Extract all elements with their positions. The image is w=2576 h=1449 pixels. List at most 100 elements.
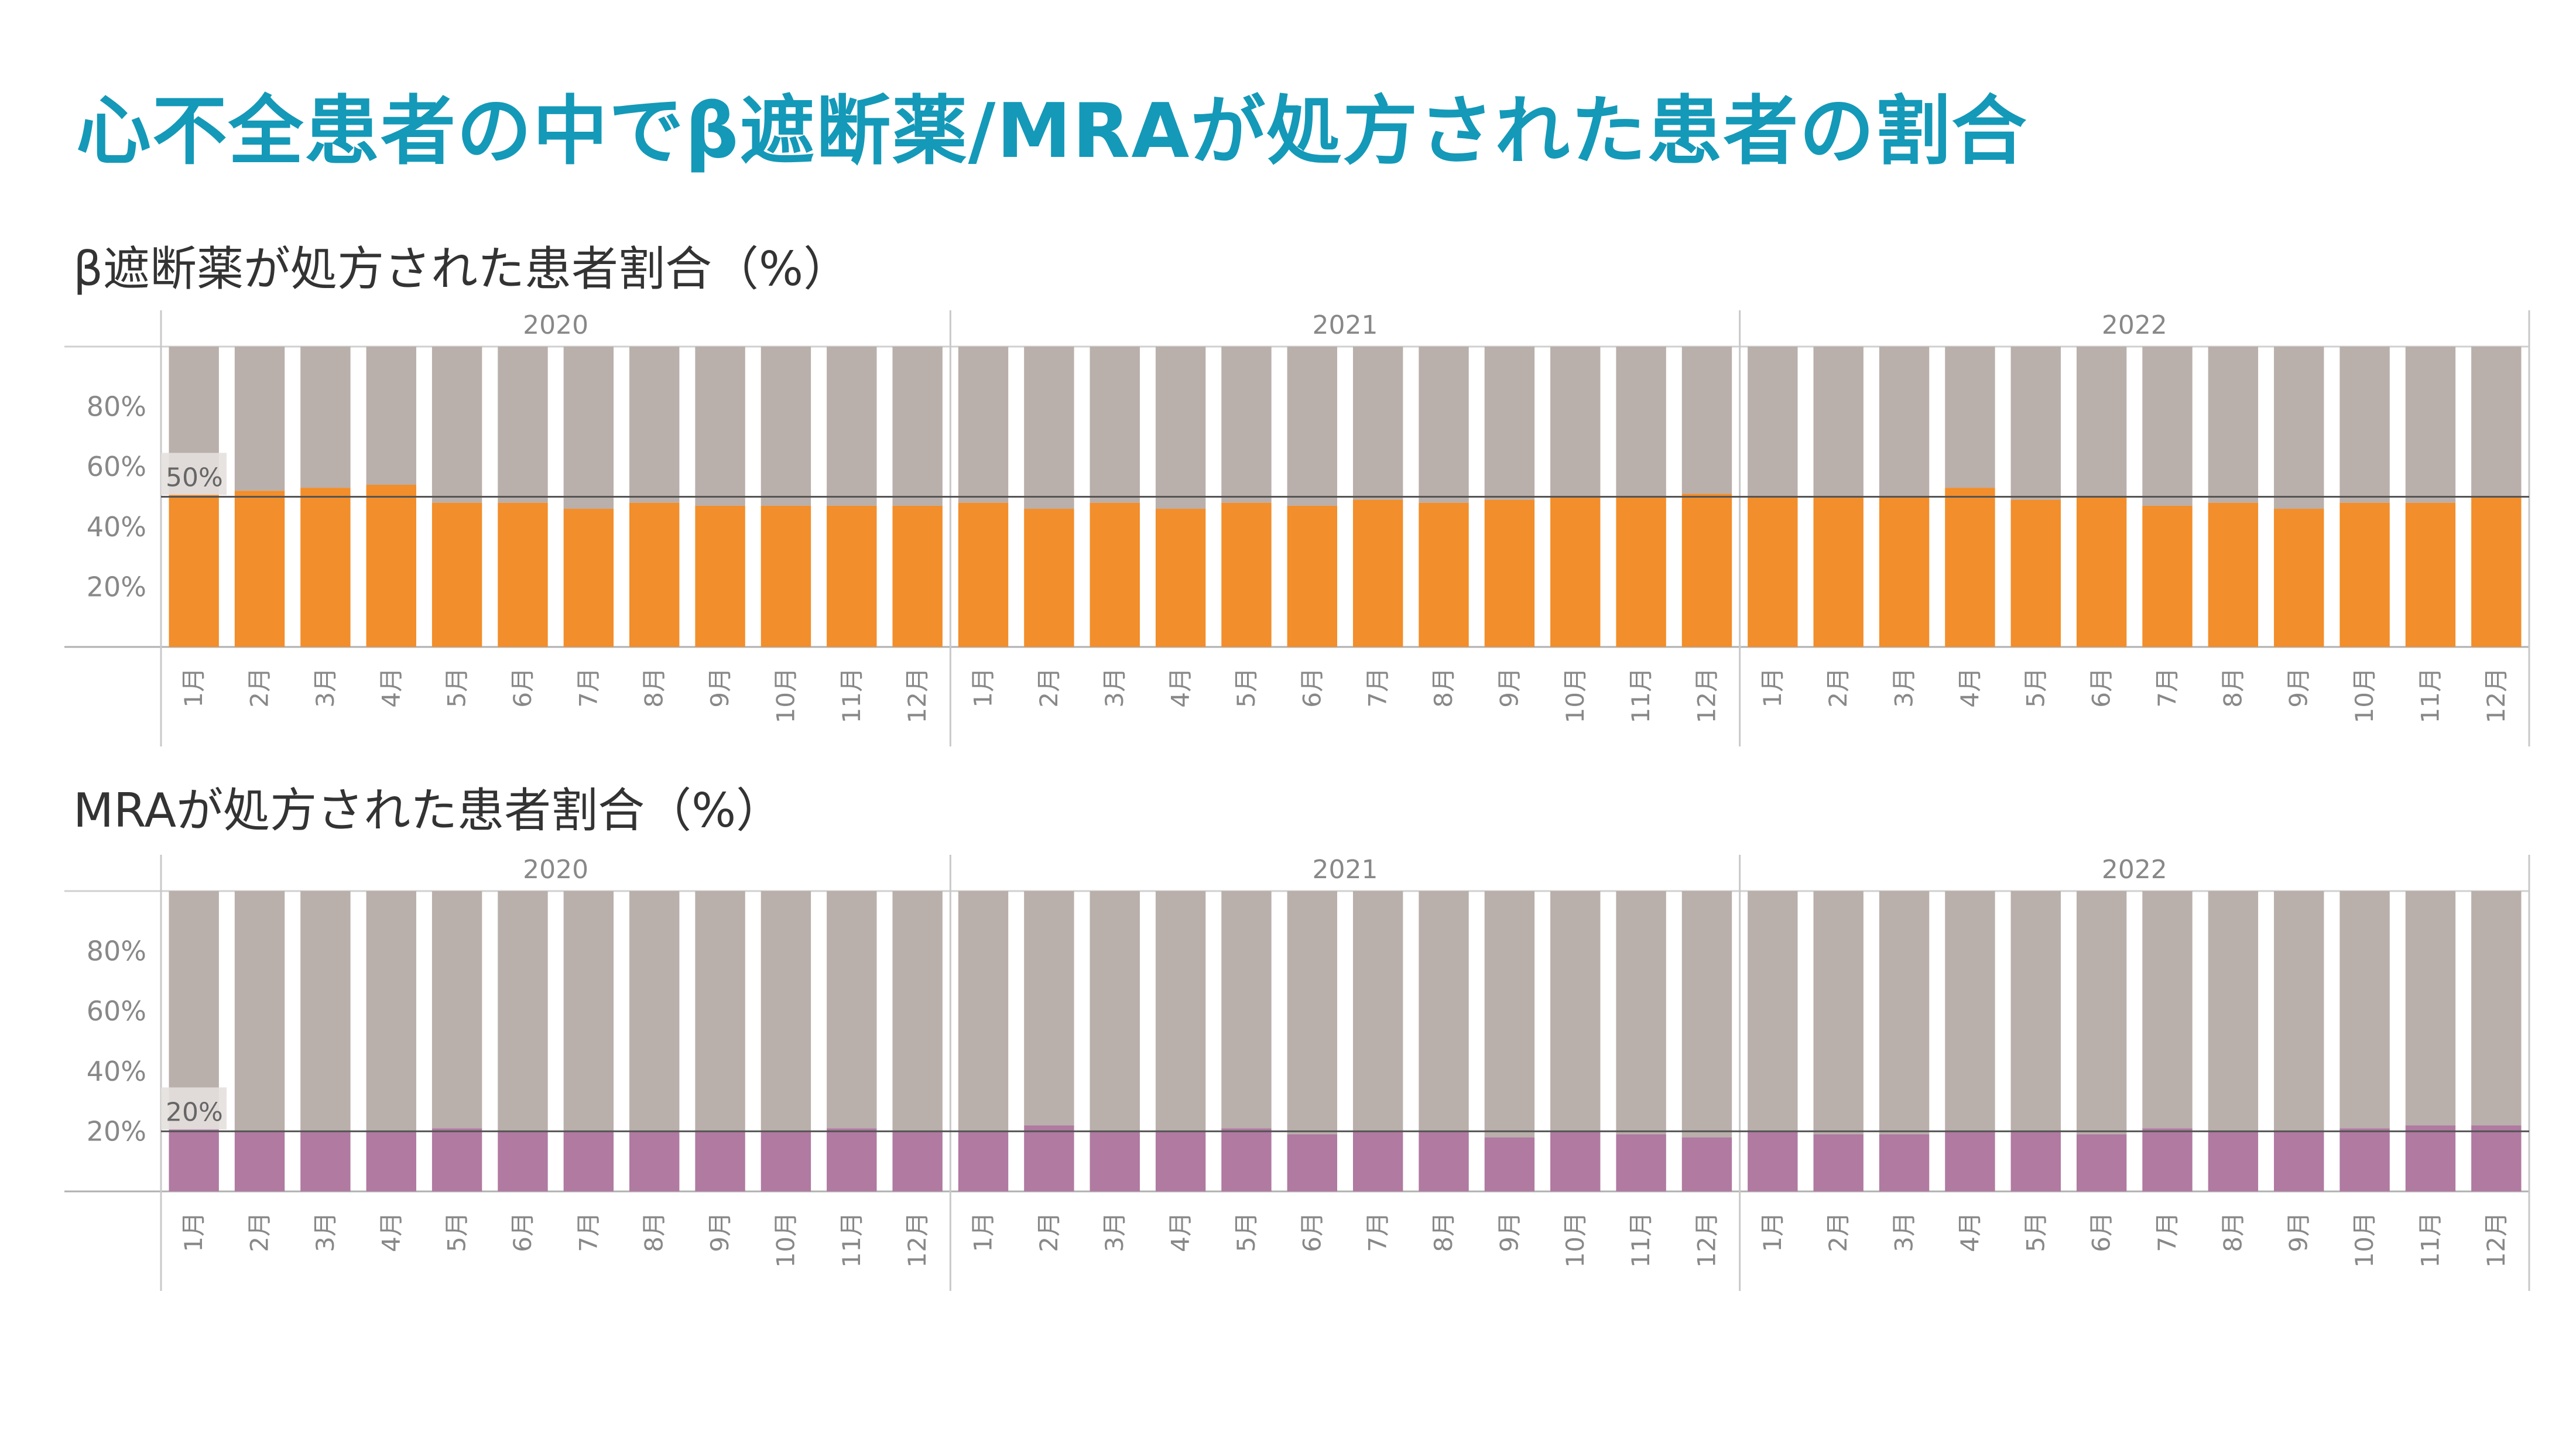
beta-bar-remainder	[498, 347, 548, 503]
beta-bar-remainder	[300, 347, 351, 488]
beta-month-label: 2月	[1034, 667, 1063, 708]
mra-bar	[1287, 1134, 1338, 1191]
mra-bar	[958, 1131, 1009, 1191]
beta-bar	[1879, 496, 1930, 647]
beta-month-label: 5月	[443, 667, 471, 708]
beta-bar-remainder	[2076, 347, 2127, 497]
beta-bar-remainder	[2142, 347, 2193, 506]
beta-bar	[366, 484, 416, 647]
mra-month-label: 10月	[1561, 1212, 1590, 1268]
mra-bar	[1484, 1137, 1535, 1191]
mra-bar	[366, 1131, 416, 1191]
beta-ytick-label: 20%	[87, 571, 146, 602]
mra-bar	[1221, 1128, 1272, 1191]
beta-bar-remainder	[1681, 347, 1732, 494]
beta-bar-remainder	[2010, 347, 2061, 500]
mra-bar-remainder	[695, 891, 745, 1132]
mra-month-label: 6月	[1297, 1212, 1326, 1252]
mra-bar-remainder	[1352, 891, 1403, 1132]
mra-bar-remainder	[629, 891, 680, 1132]
mra-month-label: 12月	[903, 1212, 931, 1268]
mra-bar-remainder	[2405, 891, 2456, 1126]
beta-month-label: 3月	[1890, 667, 1919, 708]
mra-bar	[2010, 1131, 2061, 1191]
beta-bar	[1090, 502, 1140, 647]
beta-bar-remainder	[431, 347, 482, 503]
mra-bar-remainder	[2208, 891, 2259, 1132]
beta-bar-remainder	[2471, 347, 2522, 497]
beta-bar-remainder	[1945, 347, 1995, 488]
mra-bar	[2208, 1131, 2259, 1191]
mra-bar-remainder	[1155, 891, 1206, 1132]
beta-bar-remainder	[1616, 347, 1666, 497]
mra-bar	[1616, 1134, 1666, 1191]
mra-reference-label: 20%	[166, 1097, 223, 1127]
beta-month-label: 4月	[376, 667, 405, 708]
mra-bar	[1352, 1131, 1403, 1191]
beta-month-label: 8月	[2218, 667, 2247, 708]
beta-month-label: 8月	[1429, 667, 1458, 708]
beta-bar	[2142, 505, 2193, 647]
mra-year-label: 2022	[2102, 855, 2167, 885]
mra-bar	[169, 1128, 219, 1191]
mra-bar-remainder	[563, 891, 614, 1132]
beta-bar-remainder	[1352, 347, 1403, 500]
beta-bar-remainder	[1287, 347, 1338, 506]
beta-bar	[1681, 494, 1732, 647]
beta-month-label: 10月	[1561, 667, 1590, 723]
mra-bar-remainder	[431, 891, 482, 1129]
beta-month-label: 12月	[2482, 667, 2510, 723]
beta-bar-remainder	[958, 347, 1009, 503]
mra-bar-remainder	[2142, 891, 2193, 1129]
beta-blocker-chart: 20% 40% 60% 80% 2020 2021 2022 1月 2月 3月 4月 5月 6月 7月 8月…	[64, 310, 2530, 746]
beta-bar-remainder	[1748, 347, 1798, 497]
mra-month-label: 2月	[1034, 1212, 1063, 1252]
beta-bar	[1155, 509, 1206, 647]
beta-month-label: 12月	[903, 667, 931, 723]
mra-month-label: 4月	[376, 1212, 405, 1252]
mra-month-label: 9月	[2284, 1212, 2313, 1252]
beta-bar	[2339, 502, 2390, 647]
mra-bar	[498, 1131, 548, 1191]
mra-bar-remainder	[2010, 891, 2061, 1132]
mra-bar-remainder	[300, 891, 351, 1132]
beta-bar	[1221, 502, 1272, 647]
mra-month-label: 8月	[640, 1212, 669, 1252]
beta-month-label: 2月	[1824, 667, 1852, 708]
mra-chart: 20% 40% 60% 80% 2020 2021 2022 1月 2月 3月 4月 5月 6月 7月 8月…	[64, 855, 2530, 1291]
beta-bar-remainder	[1024, 347, 1074, 509]
mra-bar-remainder	[234, 891, 285, 1132]
mra-bar-remainder	[1484, 891, 1535, 1138]
mra-month-label: 12月	[2482, 1212, 2510, 1268]
beta-month-label: 1月	[1758, 667, 1787, 708]
mra-bar-remainder	[2339, 891, 2390, 1129]
mra-month-label: 9月	[1495, 1212, 1523, 1252]
mra-month-label: 1月	[179, 1212, 208, 1252]
mra-month-label: 7月	[1364, 1212, 1392, 1252]
mra-bar	[1879, 1134, 1930, 1191]
mra-month-label: 9月	[705, 1212, 734, 1252]
mra-bar	[563, 1131, 614, 1191]
beta-month-label: 10月	[771, 667, 800, 723]
mra-month-label: 8月	[2218, 1212, 2247, 1252]
beta-bar	[2208, 502, 2259, 647]
beta-month-label: 12月	[1692, 667, 1721, 723]
mra-month-label: 10月	[2350, 1212, 2379, 1268]
mra-bar-remainder	[1221, 891, 1272, 1129]
mra-month-label: 4月	[1955, 1212, 1984, 1252]
mra-bar-remainder	[761, 891, 811, 1132]
mra-month-label: 1月	[1758, 1212, 1787, 1252]
mra-bar	[2274, 1131, 2324, 1191]
beta-month-label: 5月	[2021, 667, 2050, 708]
mra-month-label: 8月	[1429, 1212, 1458, 1252]
beta-month-label: 11月	[837, 667, 866, 723]
mra-bar	[892, 1131, 943, 1191]
beta-year-label: 2022	[2102, 310, 2167, 340]
beta-month-label: 10月	[2350, 667, 2379, 723]
beta-bar	[958, 502, 1009, 647]
mra-bar-remainder	[892, 891, 943, 1132]
beta-month-label: 6月	[508, 667, 537, 708]
mra-bar	[695, 1131, 745, 1191]
beta-month-label: 11月	[2416, 667, 2444, 723]
beta-bar	[563, 509, 614, 647]
